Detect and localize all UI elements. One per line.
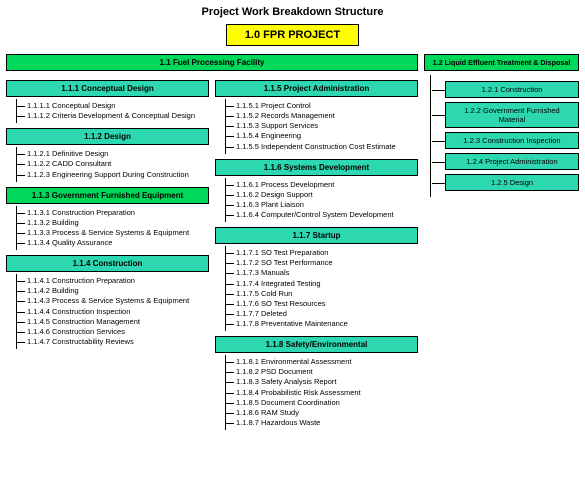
branch-2-item: 1.2.4 Project Administration [445,153,579,170]
leaf: 1.1.2.2 CADD Consultant [17,159,209,169]
leaf: 1.1.4.1 Construction Preparation [17,276,209,286]
branch-2-label: 1.2 Liquid Effluent Treatment & Disposal [424,54,579,71]
leaf: 1.1.7.7 Deleted [226,309,418,319]
leaf: 1.1.8.3 Safety Analysis Report [226,377,418,387]
leaf: 1.1.3.4 Quality Assurance [17,238,209,248]
leaf: 1.1.7.8 Preventative Maintenance [226,319,418,329]
leaf: 1.1.8.1 Environmental Assessment [226,357,418,367]
root-node: 1.0 FPR PROJECT [226,24,359,46]
leaf: 1.1.7.2 SO Test Performance [226,258,418,268]
leaf: 1.1.7.1 SO Test Preparation [226,248,418,258]
leaf: 1.1.6.3 Plant Liaison [226,200,418,210]
leaf: 1.1.8.2 PSD Document [226,367,418,377]
leaf-list: 1.1.3.1 Construction Preparation 1.1.3.2… [16,206,209,251]
group-1-1-2: 1.1.2 Design 1.1.2.1 Definitive Design 1… [6,128,209,181]
leaf: 1.1.6.4 Computer/Control System Developm… [226,210,418,220]
leaf-list: 1.1.8.1 Environmental Assessment 1.1.8.2… [225,355,418,430]
leaf: 1.1.1.2 Criteria Development & Conceptua… [17,111,209,121]
leaf: 1.1.5.5 Independent Construction Cost Es… [226,142,418,152]
leaf: 1.1.8.6 RAM Study [226,408,418,418]
leaf-list: 1.1.2.1 Definitive Design 1.1.2.2 CADD C… [16,147,209,181]
leaf: 1.1.5.1 Project Control [226,101,418,111]
group-1-1-5: 1.1.5 Project Administration 1.1.5.1 Pro… [215,80,418,154]
leaf: 1.1.5.4 Engineering [226,131,418,141]
leaf: 1.1.4.2 Building [17,286,209,296]
group-1-1-8: 1.1.8 Safety/Environmental 1.1.8.1 Envir… [215,336,418,430]
leaf: 1.1.8.5 Document Coordination [226,398,418,408]
leaf: 1.1.5.3 Support Services [226,121,418,131]
group-label: 1.1.4 Construction [6,255,209,272]
leaf: 1.1.5.2 Records Management [226,111,418,121]
group-1-1-1: 1.1.1 Conceptual Design 1.1.1.1 Conceptu… [6,80,209,123]
branch-2-item: 1.2.5 Design [445,174,579,191]
leaf: 1.1.3.1 Construction Preparation [17,208,209,218]
group-label: 1.1.6 Systems Development [215,159,418,176]
leaf: 1.1.8.7 Hazardous Waste [226,418,418,428]
page-title: Project Work Breakdown Structure [6,6,579,18]
branch-2-item: 1.2.3 Construction Inspection [445,132,579,149]
leaf: 1.1.3.2 Building [17,218,209,228]
branch-2-item: 1.2.2 Government Furnished Material [445,102,579,128]
group-label: 1.1.8 Safety/Environmental [215,336,418,353]
branch-1: 1.1 Fuel Processing Facility 1.1.1 Conce… [6,54,418,430]
group-label: 1.1.3 Government Furnished Equipment [6,187,209,204]
leaf: 1.1.6.1 Process Development [226,180,418,190]
group-label: 1.1.7 Startup [215,227,418,244]
branch-2-list: 1.2.1 Construction 1.2.2 Government Furn… [430,75,579,197]
leaf: 1.1.8.4 Probabilistic Risk Assessment [226,388,418,398]
leaf: 1.1.4.6 Construction Services [17,327,209,337]
leaf: 1.1.7.4 Integrated Testing [226,279,418,289]
leaf: 1.1.2.3 Engineering Support During Const… [17,170,209,180]
leaf: 1.1.6.2 Design Support [226,190,418,200]
group-1-1-3: 1.1.3 Government Furnished Equipment 1.1… [6,187,209,251]
branch-1-col-1: 1.1.1 Conceptual Design 1.1.1.1 Conceptu… [6,75,209,430]
leaf: 1.1.3.3 Process & Service Systems & Equi… [17,228,209,238]
branch-1-label: 1.1 Fuel Processing Facility [6,54,418,71]
group-1-1-6: 1.1.6 Systems Development 1.1.6.1 Proces… [215,159,418,223]
leaf: 1.1.7.5 Cold Run [226,289,418,299]
group-1-1-7: 1.1.7 Startup 1.1.7.1 SO Test Preparatio… [215,227,418,331]
group-1-1-4: 1.1.4 Construction 1.1.4.1 Construction … [6,255,209,349]
leaf: 1.1.4.7 Constructability Reviews [17,337,209,347]
leaf-list: 1.1.6.1 Process Development 1.1.6.2 Desi… [225,178,418,223]
branch-1-col-2: 1.1.5 Project Administration 1.1.5.1 Pro… [215,75,418,430]
leaf-list: 1.1.7.1 SO Test Preparation 1.1.7.2 SO T… [225,246,418,331]
main-columns: 1.1 Fuel Processing Facility 1.1.1 Conce… [6,54,579,430]
leaf-list: 1.1.1.1 Conceptual Design 1.1.1.2 Criter… [16,99,209,123]
leaf-list: 1.1.5.1 Project Control 1.1.5.2 Records … [225,99,418,154]
root-container: 1.0 FPR PROJECT [6,24,579,46]
leaf: 1.1.4.3 Process & Service Systems & Equi… [17,296,209,306]
leaf: 1.1.4.5 Construction Management [17,317,209,327]
leaf-list: 1.1.4.1 Construction Preparation 1.1.4.2… [16,274,209,349]
branch-2-item: 1.2.1 Construction [445,81,579,98]
leaf: 1.1.7.3 Manuals [226,268,418,278]
branch-2: 1.2 Liquid Effluent Treatment & Disposal… [424,54,579,197]
group-label: 1.1.2 Design [6,128,209,145]
leaf: 1.1.1.1 Conceptual Design [17,101,209,111]
leaf: 1.1.4.4 Construction Inspection [17,307,209,317]
leaf: 1.1.7.6 SO Test Resources [226,299,418,309]
leaf: 1.1.2.1 Definitive Design [17,149,209,159]
group-label: 1.1.5 Project Administration [215,80,418,97]
group-label: 1.1.1 Conceptual Design [6,80,209,97]
branch-1-subcolumns: 1.1.1 Conceptual Design 1.1.1.1 Conceptu… [6,75,418,430]
